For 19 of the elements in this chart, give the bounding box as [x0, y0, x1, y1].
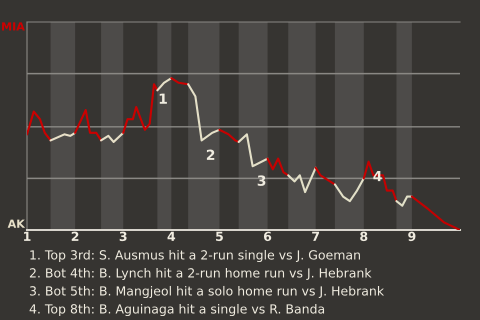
text: 4. Top 8th: B. Aguinaga hit a single vs R. Banda — [30, 304, 324, 316]
x-tick-label: 8 — [360, 232, 368, 242]
x-tick-label: 9 — [408, 232, 416, 242]
annotation: 2 — [206, 150, 214, 160]
x-tick-label: 1 — [24, 232, 30, 241]
x-tick-label: 6 — [264, 232, 272, 242]
x-tick-label: 5 — [216, 232, 223, 242]
x-tick-label: 2 — [72, 232, 78, 241]
x-tick-label: 4 — [168, 232, 176, 241]
x-tick-label: 3 — [120, 232, 127, 242]
text: MIA — [2, 22, 25, 30]
text: 3. Bot 5th: B. Mangjeol hit a solo home run vs J. Hebrank — [30, 286, 384, 298]
text: 2. Bot 4th: B. Lynch hit a 2-run home run vs J. Hebrank — [30, 268, 372, 280]
annotation: 1 — [160, 94, 167, 104]
x-tick-label: 7 — [312, 232, 320, 241]
text: AK — [8, 220, 26, 228]
text: 1. Top 3rd: S. Ausmus hit a 2-run single vs J. Goeman — [30, 250, 360, 262]
annotation: 3 — [258, 175, 266, 186]
annotation: 4 — [373, 170, 382, 182]
